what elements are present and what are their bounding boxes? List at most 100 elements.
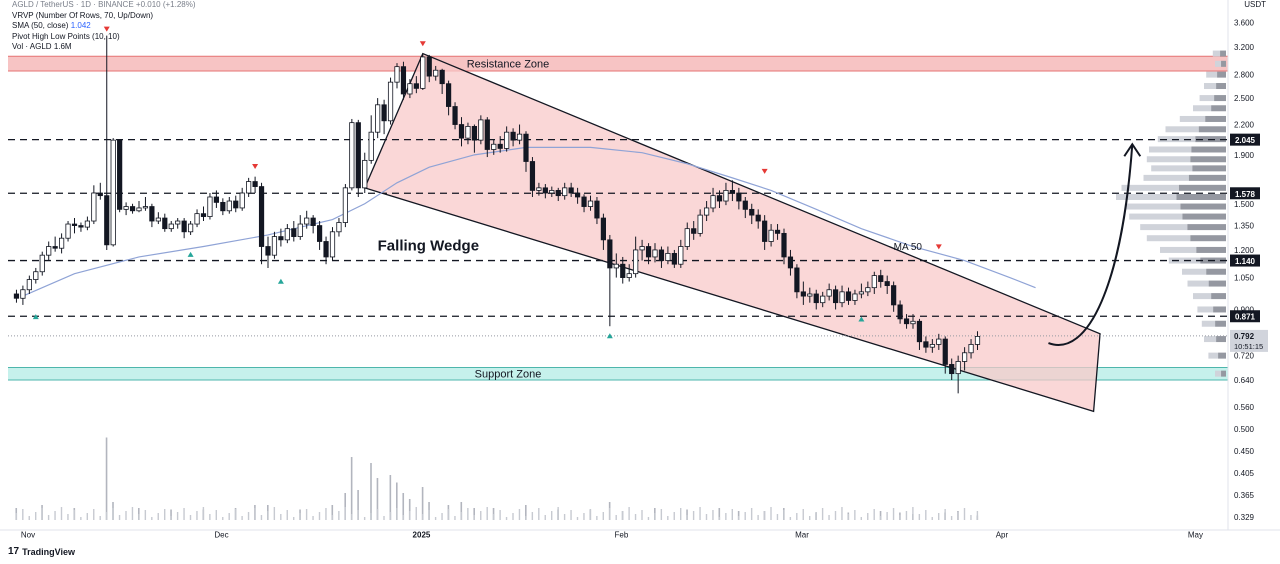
volume-bar: [273, 507, 276, 520]
candle-down: [523, 133, 529, 162]
volume-bar: [512, 513, 514, 520]
volume-profile-bar: [1176, 193, 1226, 200]
candle-down: [181, 220, 187, 233]
volume-profile-bar: [1124, 203, 1181, 210]
candle-down: [878, 275, 884, 282]
volume-bar: [815, 512, 817, 520]
volume-bar: [125, 511, 127, 520]
volume-bar: [280, 514, 282, 520]
pivot-low-marker: [187, 251, 194, 257]
candle-down: [845, 291, 852, 301]
y-tick-label: 0.900: [1234, 305, 1255, 314]
volume-bar: [15, 513, 18, 520]
volume-bar: [389, 512, 392, 520]
volume-bar: [576, 517, 579, 520]
volume-profile-bar: [1190, 235, 1226, 242]
volume-profile-bar: [1201, 320, 1216, 327]
volume-bar: [589, 509, 592, 520]
pivot-high-marker: [761, 168, 768, 174]
volume-bar: [60, 507, 63, 520]
volume-bar: [344, 493, 346, 520]
volume-bar: [783, 510, 785, 520]
volume-bar: [228, 513, 230, 520]
volume-bar: [447, 509, 450, 520]
volume-bar: [628, 507, 630, 520]
candle-down: [555, 190, 561, 197]
volume-bar: [970, 515, 972, 520]
candle-down: [316, 225, 323, 242]
candle-up: [826, 289, 832, 297]
candle-up: [865, 287, 871, 293]
volume-bar: [422, 514, 424, 520]
candle-up: [768, 229, 774, 242]
y-tick-label: 0.329: [1234, 513, 1255, 522]
tradingview-logo[interactable]: 17 TradingView: [8, 546, 75, 557]
candle-down: [833, 289, 839, 304]
volume-bar: [492, 514, 495, 520]
vrvp-indicator-label[interactable]: VRVP (Number Of Rows, 70, Up/Down): [12, 10, 154, 20]
candle-down: [265, 246, 271, 256]
volume-bar: [409, 511, 411, 520]
candle-up: [271, 236, 278, 256]
pivot-indicator-label[interactable]: Pivot High Low Points (10, 10): [12, 31, 120, 41]
price-mark-badge: [1230, 133, 1260, 146]
volume-bar: [879, 516, 882, 520]
volume-bar: [331, 515, 334, 520]
falling-wedge: [363, 52, 1101, 413]
volume-bar: [654, 513, 656, 520]
volume-profile-bar: [1121, 184, 1179, 191]
volume-bar: [912, 507, 914, 520]
volume-bar: [828, 515, 830, 520]
x-tick-label: Feb: [615, 531, 629, 540]
y-tick-label: 0.365: [1234, 491, 1255, 500]
candle-down: [742, 200, 748, 210]
volume-bar: [131, 507, 134, 520]
volume-bar: [976, 511, 979, 520]
sma-indicator-label[interactable]: SMA (50, close) 1.042: [12, 21, 196, 32]
volume-bar: [609, 508, 611, 520]
candle-up: [362, 159, 368, 189]
volume-bar: [538, 508, 540, 520]
candle-down: [13, 293, 20, 299]
y-tick-label: 0.500: [1234, 425, 1255, 434]
current-price-time: 10:51:15: [1234, 342, 1263, 351]
sma-label: SMA (50, close): [12, 21, 69, 30]
volume-profile-bar: [1205, 115, 1226, 122]
price-mark-label: 1.578: [1235, 190, 1256, 199]
y-tick-label: 0.640: [1234, 376, 1255, 385]
volume-bar: [196, 511, 198, 520]
volume-bar: [47, 515, 50, 520]
candle-up: [91, 192, 97, 222]
volume-bar: [905, 511, 908, 520]
volume-bar: [421, 487, 424, 520]
volume-bar: [718, 508, 721, 520]
volume-bar: [796, 513, 798, 520]
volume-bar: [957, 512, 959, 520]
candle-down: [52, 246, 58, 249]
volume-profile-bar: [1187, 280, 1209, 287]
candle-down: [542, 187, 548, 194]
candle-down: [787, 256, 794, 269]
candle-down: [445, 83, 452, 107]
volume-bar: [473, 508, 475, 520]
volume-profile-bar: [1213, 306, 1226, 313]
volume-bar: [260, 515, 263, 520]
volume-bar: [744, 512, 746, 520]
candle-down: [458, 124, 465, 139]
candle-down: [497, 143, 503, 149]
projection-arrow: [1048, 144, 1134, 346]
volume-indicator-label[interactable]: Vol · AGLD 1.6M: [12, 42, 196, 53]
support-zone-label: Support Zone: [475, 369, 542, 381]
candle-down: [484, 119, 490, 150]
volume-bar: [680, 508, 682, 520]
volume-profile-bar: [1198, 126, 1226, 133]
candle-down: [233, 200, 239, 209]
volume-profile-bar: [1149, 146, 1192, 153]
volume-bar: [892, 508, 895, 520]
tradingview-logo-icon: 17: [8, 546, 20, 557]
candle-down: [104, 195, 110, 246]
volume-bar: [370, 463, 372, 520]
volume-bar: [596, 516, 598, 520]
y-tick-label: 0.720: [1234, 352, 1255, 361]
